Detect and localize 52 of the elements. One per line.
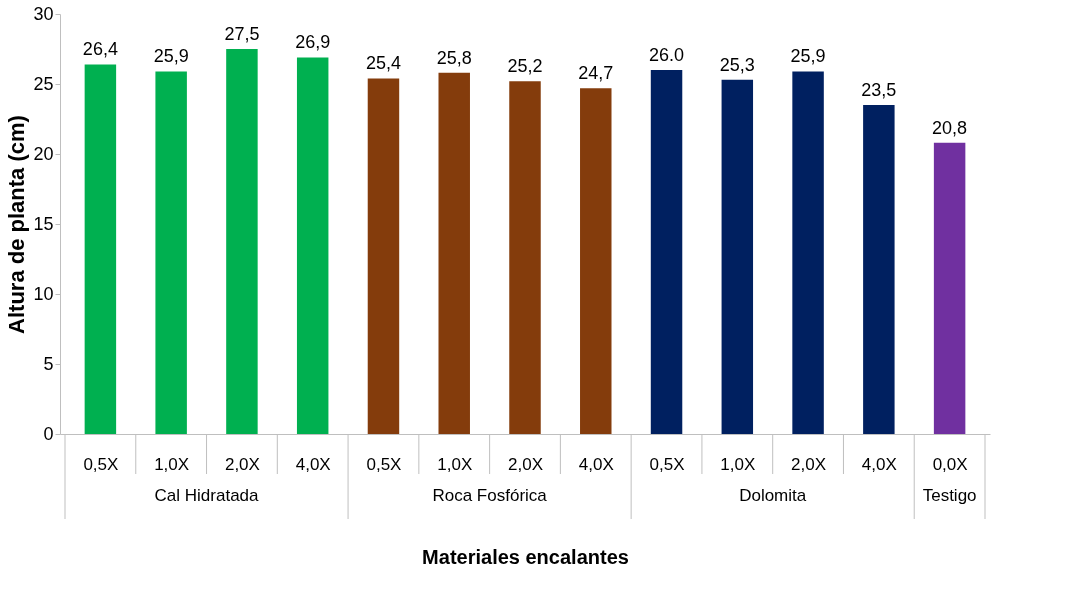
text: Dolomita xyxy=(739,486,807,505)
x-tick-label: 0,5X xyxy=(649,454,685,474)
data-label: 20,8 xyxy=(932,117,968,138)
data-label: 27,5 xyxy=(224,24,260,44)
y-tick-label: 5 xyxy=(43,353,54,374)
y-axis-title: Altura de planta (cm) xyxy=(4,115,30,334)
data-label: 25,4 xyxy=(365,53,401,74)
bar xyxy=(226,49,258,434)
x-axis-title: Materiales encalantes xyxy=(422,545,629,568)
bar xyxy=(650,70,683,434)
data-label: 23,5 xyxy=(861,80,897,100)
x-tick-label: 4,0X xyxy=(578,454,614,474)
bar xyxy=(296,57,329,434)
data-label: 26.0 xyxy=(649,45,685,65)
data-label: 25,9 xyxy=(153,46,189,67)
data-label: 24,7 xyxy=(578,63,614,84)
x-tick-label: 2,0X xyxy=(791,454,827,474)
y-tick-label: 20 xyxy=(33,143,54,164)
x-tick-label: 0,5X xyxy=(366,454,402,474)
data-label: 25,2 xyxy=(507,56,543,77)
x-tick-label: 0,5X xyxy=(83,454,119,474)
y-tick-label: 15 xyxy=(33,213,54,234)
bar xyxy=(721,79,754,434)
bar xyxy=(155,71,187,434)
x-tick-label: 0,0X xyxy=(932,454,968,474)
y-tick-label: 30 xyxy=(33,3,54,24)
bar xyxy=(509,81,541,434)
y-tick-label: 25 xyxy=(33,73,54,94)
bar xyxy=(933,142,966,434)
x-tick-label: 1,0X xyxy=(437,454,473,474)
x-tick-label: 2,0X xyxy=(224,454,260,474)
bar xyxy=(580,88,612,434)
x-tick-label: 1,0X xyxy=(154,454,190,474)
data-label: 26,9 xyxy=(295,32,331,53)
x-tick-label: 4,0X xyxy=(861,454,897,474)
text: Cal Hidratada xyxy=(154,486,260,505)
data-label: 25,8 xyxy=(436,47,472,68)
text: Testigo xyxy=(922,486,977,505)
data-label: 26,4 xyxy=(82,39,118,60)
x-tick-label: 1,0X xyxy=(720,454,756,474)
y-tick-label: 10 xyxy=(33,283,54,304)
bar xyxy=(438,72,470,434)
data-label: 25,3 xyxy=(719,54,755,75)
bar xyxy=(792,71,824,434)
bar xyxy=(84,64,117,434)
x-tick-label: 4,0X xyxy=(295,454,331,474)
y-tick-label: 0 xyxy=(43,423,54,444)
bar xyxy=(863,105,895,434)
bar xyxy=(367,78,400,434)
data-label: 25,9 xyxy=(790,46,826,67)
x-tick-label: 2,0X xyxy=(508,454,543,474)
text: Roca Fosfórica xyxy=(432,486,548,505)
